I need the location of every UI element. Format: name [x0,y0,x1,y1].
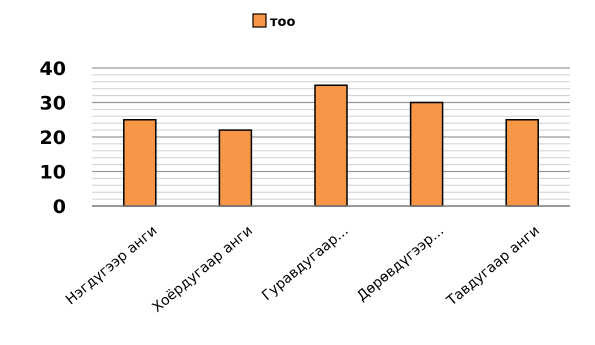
y-tick-label: 20 [40,127,66,149]
y-tick-label: 40 [40,58,66,80]
bar [123,119,157,207]
x-tick-label: Дөрөвдүгээр... [354,223,447,305]
x-tick-label: Гуравдугаар... [259,223,351,304]
y-tick-label: 0 [53,196,66,218]
x-tick-label: Хоёрдугаар анги [149,223,256,316]
legend: тоо [252,13,295,30]
bar [505,119,539,207]
bars [123,84,539,207]
x-tick-label: Тавдугаар анги [443,223,542,310]
legend-label: тоо [270,15,295,30]
x-tick-label: Нэгдүгээр анги [63,223,160,308]
bar [409,101,444,207]
legend-swatch [252,13,267,28]
bar [218,129,253,207]
y-tick-label: 10 [40,162,66,184]
bar [314,84,348,207]
y-tick-label: 30 [40,93,66,115]
